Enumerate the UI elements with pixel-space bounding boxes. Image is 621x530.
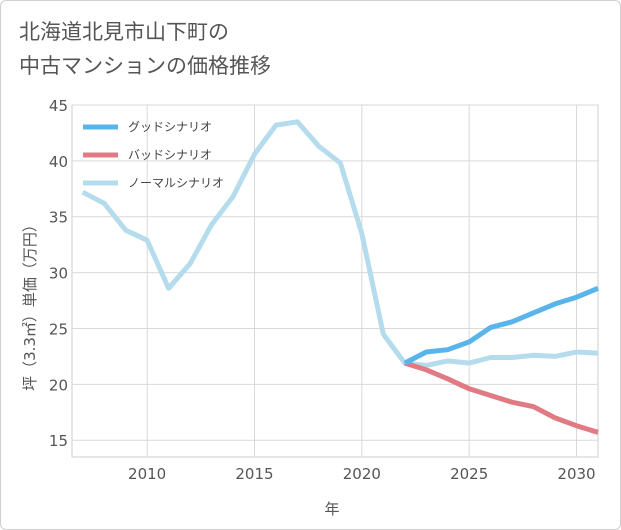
legend-label-bad-scenario: バッドシナリオ — [128, 148, 212, 162]
chart-title: 北海道北見市山下町の 中古マンションの価格推移 — [19, 15, 271, 83]
y-tick-label: 45 — [49, 97, 68, 115]
series-line-good-scenario — [403, 285, 599, 366]
chart-title-line-1: 北海道北見市山下町の — [19, 20, 229, 44]
x-tick-label: 2020 — [343, 465, 381, 483]
y-tick-label: 40 — [49, 153, 68, 171]
series-line-bad-scenario — [404, 360, 599, 435]
y-tick-label: 20 — [49, 376, 68, 394]
x-axis-ticks: 2010 2015 2020 2025 2030 — [128, 465, 596, 483]
y-tick-label: 15 — [49, 432, 68, 450]
y-tick-label: 35 — [49, 209, 68, 227]
series-line-normal-scenario — [81, 119, 599, 368]
x-axis-title: 年 — [324, 500, 339, 518]
y-tick-label: 25 — [49, 320, 68, 338]
chart-title-line-2: 中古マンションの価格推移 — [19, 54, 271, 78]
x-tick-label: 2025 — [450, 465, 488, 483]
legend-label-normal-scenario: ノーマルシナリオ — [128, 176, 224, 190]
y-axis-ticks: 15 20 25 30 35 40 45 — [49, 97, 68, 450]
y-axis-title: 坪（3.3㎡）単価（万円） — [21, 217, 39, 391]
x-tick-label: 2015 — [235, 465, 273, 483]
legend-label-good-scenario: グッドシナリオ — [128, 120, 212, 134]
y-tick-label: 30 — [49, 265, 68, 283]
x-tick-label: 2010 — [128, 465, 166, 483]
x-tick-label: 2030 — [557, 465, 595, 483]
series-lines — [81, 119, 599, 435]
